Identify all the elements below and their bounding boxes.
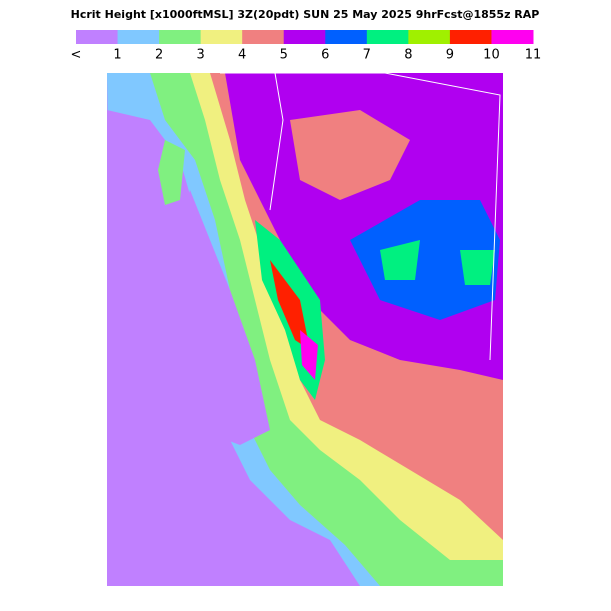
contour-band (380, 240, 420, 280)
legend-label: 11 (525, 48, 542, 63)
legend-label: 1 (113, 48, 121, 63)
legend-swatch (117, 30, 160, 44)
valley (160, 190, 270, 445)
legend-swatch (491, 30, 534, 44)
legend-label: 9 (446, 48, 454, 63)
contour-band (290, 110, 410, 200)
legend-swatch (325, 30, 368, 44)
legend-swatch (408, 30, 451, 44)
legend-label: 3 (196, 48, 204, 63)
legend-swatch (366, 30, 409, 44)
legend-label: < (71, 48, 82, 63)
legend-swatch (242, 30, 285, 44)
legend-label: 2 (155, 48, 163, 63)
legend-swatch (200, 30, 243, 44)
contour-band (350, 200, 500, 320)
contour-band (300, 330, 318, 380)
legend-label: 4 (238, 48, 246, 63)
legend-swatch (76, 30, 119, 44)
legend-label: 8 (404, 48, 412, 63)
legend-swatch (449, 30, 492, 44)
legend-label: 7 (363, 48, 371, 63)
legend-swatch (159, 30, 202, 44)
legend-label: 6 (321, 48, 329, 63)
legend-swatch (283, 30, 326, 44)
legend-label: 5 (280, 48, 288, 63)
contour-band (460, 250, 495, 285)
state-border (220, 72, 501, 361)
contour-band (270, 260, 310, 350)
map (107, 72, 503, 586)
map-title: Hcrit Height [x1000ftMSL] 3Z(20pdt) SUN … (71, 8, 540, 21)
legend: <1 2 3 4 5 6 7 8 9 10 11 (71, 30, 542, 63)
legend-label: 10 (483, 48, 500, 63)
ocean (107, 73, 150, 586)
contour-band (158, 140, 185, 205)
